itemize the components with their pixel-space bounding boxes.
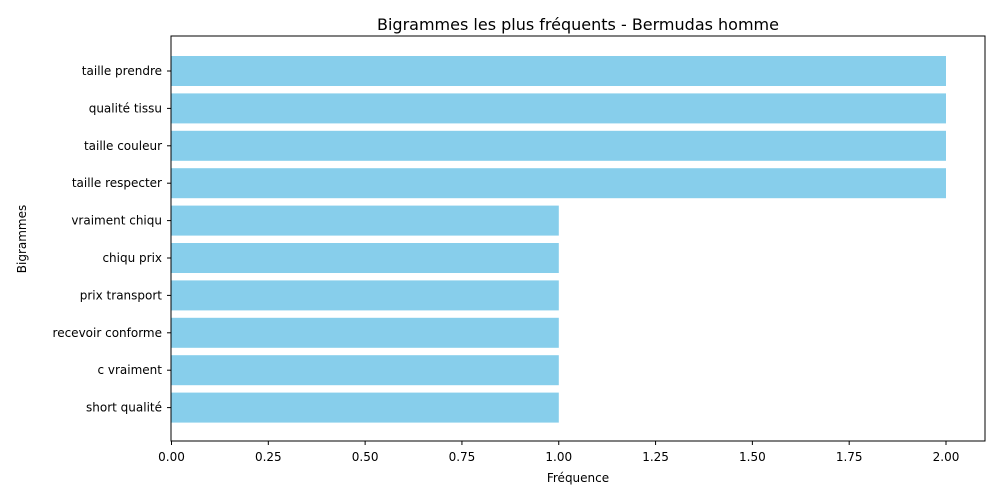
x-tick-label: 1.75 (836, 450, 863, 464)
chart-title: Bigrammes les plus fréquents - Bermudas … (377, 15, 779, 34)
bar (171, 168, 946, 199)
bar (171, 280, 559, 311)
y-tick-label: qualité tissu (89, 101, 162, 115)
x-axis-ticks: 0.00 0.25 0.50 0.75 1.00 1.25 1.50 1.75 2.00 (158, 441, 959, 464)
y-axis-ticks: taille prendre qualité tissu taille couleu… (53, 64, 171, 415)
y-tick-label: c vraiment (97, 363, 162, 377)
x-tick-label: 0.75 (449, 450, 476, 464)
bar (171, 355, 559, 386)
x-tick-label: 2.00 (933, 450, 960, 464)
y-tick-label: taille respecter (72, 176, 162, 190)
y-axis-label: Bigrammes (15, 205, 29, 273)
bar (171, 317, 559, 348)
x-axis-label: Fréquence (547, 471, 609, 485)
y-tick-label: vraiment chiqu (71, 214, 162, 228)
x-tick-label: 1.00 (545, 450, 572, 464)
bar (171, 130, 946, 161)
x-tick-label: 0.50 (352, 450, 379, 464)
y-tick-label: short qualité (86, 401, 162, 415)
y-tick-label: prix transport (80, 288, 163, 302)
bars-group (171, 56, 946, 423)
x-tick-label: 1.25 (642, 450, 669, 464)
x-tick-label: 0.25 (255, 450, 282, 464)
bar (171, 243, 559, 273)
y-tick-label: taille prendre (82, 64, 162, 78)
y-tick-label: recevoir conforme (53, 326, 162, 340)
x-tick-label: 0.00 (158, 450, 185, 464)
bar (171, 392, 559, 423)
plot-frame (170, 35, 986, 442)
bar (171, 93, 946, 124)
y-tick-label: chiqu prix (102, 251, 162, 265)
x-tick-label: 1.50 (739, 450, 766, 464)
y-tick-label: taille couleur (84, 139, 162, 153)
bar (171, 205, 559, 236)
bar (171, 56, 946, 86)
